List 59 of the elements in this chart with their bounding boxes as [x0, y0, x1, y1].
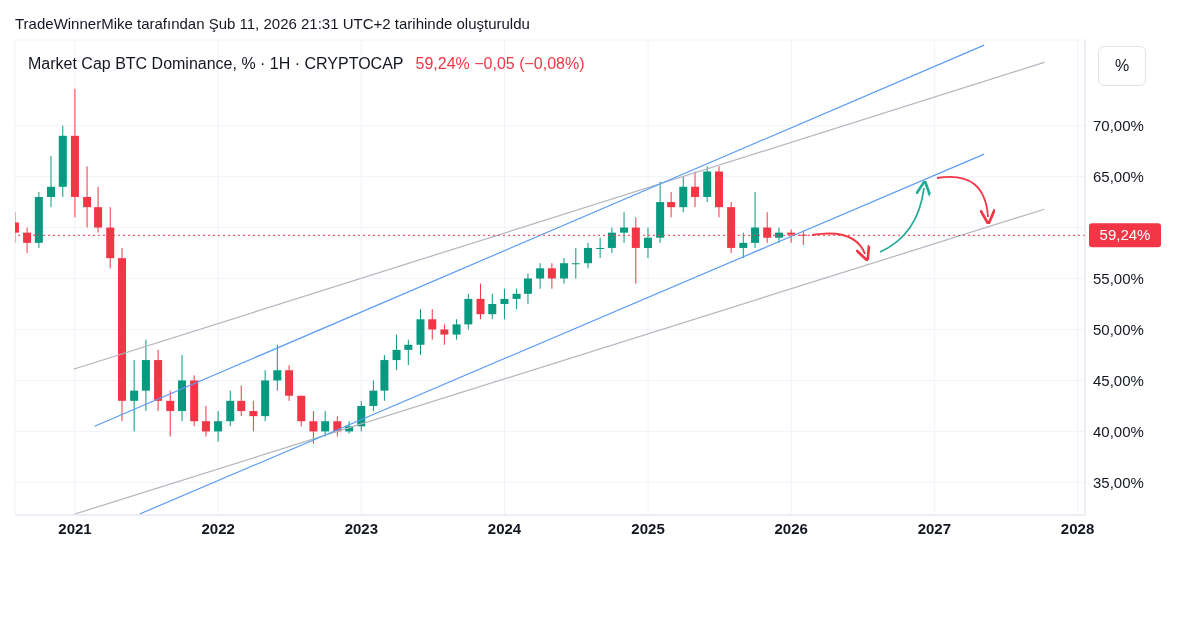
- x-tick-label: 2021: [58, 519, 92, 537]
- candlestick: [392, 334, 401, 371]
- candlestick: [643, 227, 652, 259]
- candlestick: [309, 410, 318, 445]
- candlestick: [536, 262, 545, 290]
- candlestick: [679, 176, 688, 213]
- candlestick: [428, 308, 437, 341]
- y-axis-title: %: [1098, 46, 1146, 86]
- candlestick: [596, 237, 605, 259]
- candlestick: [404, 339, 413, 366]
- candlestick: [369, 379, 378, 412]
- x-tick-label: 2025: [631, 519, 665, 537]
- candlestick: [166, 390, 175, 438]
- y-tick-label: 40,00%: [1093, 422, 1144, 440]
- y-tick-label: 65,00%: [1093, 167, 1144, 185]
- candlestick: [440, 323, 449, 346]
- candlestick: [47, 155, 56, 208]
- candlestick: [523, 272, 532, 305]
- x-tick-label: 2022: [201, 519, 235, 537]
- candlestick: [321, 410, 330, 438]
- y-tick-label: 45,00%: [1093, 371, 1144, 389]
- x-tick-label: 2024: [487, 519, 522, 537]
- text: 59,24% −0,05 (−0,08%): [415, 55, 585, 72]
- x-tick-label: 2027: [917, 519, 952, 537]
- text: Market Cap BTC Dominance, % · 1H · CRYPTOCAP: [28, 55, 404, 72]
- candlestick: [237, 385, 246, 417]
- x-tick-label: 2026: [774, 519, 808, 537]
- x-tick-label: 2028: [1060, 519, 1095, 537]
- candlestick: [83, 165, 92, 229]
- candlestick: [500, 288, 509, 320]
- candlestick: [273, 344, 282, 392]
- candlestick: [620, 211, 629, 244]
- candlestick: [691, 170, 700, 208]
- candlestick: [774, 227, 783, 244]
- candlestick: [452, 318, 461, 341]
- y-tick-label: 70,00%: [1093, 116, 1144, 134]
- y-tick-label: 55,00%: [1093, 269, 1144, 287]
- candlestick: [130, 359, 139, 432]
- y-tick-label: 50,00%: [1093, 320, 1144, 338]
- candlestick: [201, 405, 210, 438]
- y-tick-label: 35,00%: [1093, 473, 1144, 491]
- candlestick: [476, 283, 485, 320]
- candlestick: [226, 390, 235, 427]
- candlestick: [560, 257, 569, 285]
- candlestick: [583, 242, 592, 269]
- candlestick: [249, 400, 258, 432]
- candlestick: [94, 186, 103, 234]
- candlestick: [751, 191, 760, 249]
- candlestick: [214, 410, 223, 443]
- candlestick: [607, 227, 616, 254]
- ref-line-label: 59,24%: [1099, 226, 1151, 244]
- candlestick: [667, 191, 676, 218]
- candlestick: [512, 288, 521, 310]
- text: TradeWinnerMike tarafından Şub 11, 2026 21:31 UTC+2 tarihinde oluşturuldu: [15, 15, 530, 32]
- candlestick: [547, 262, 556, 290]
- x-tick-label: 2023: [344, 519, 379, 537]
- candlestick: [571, 247, 580, 280]
- candlestick: [488, 293, 497, 320]
- candlestick: [739, 232, 748, 259]
